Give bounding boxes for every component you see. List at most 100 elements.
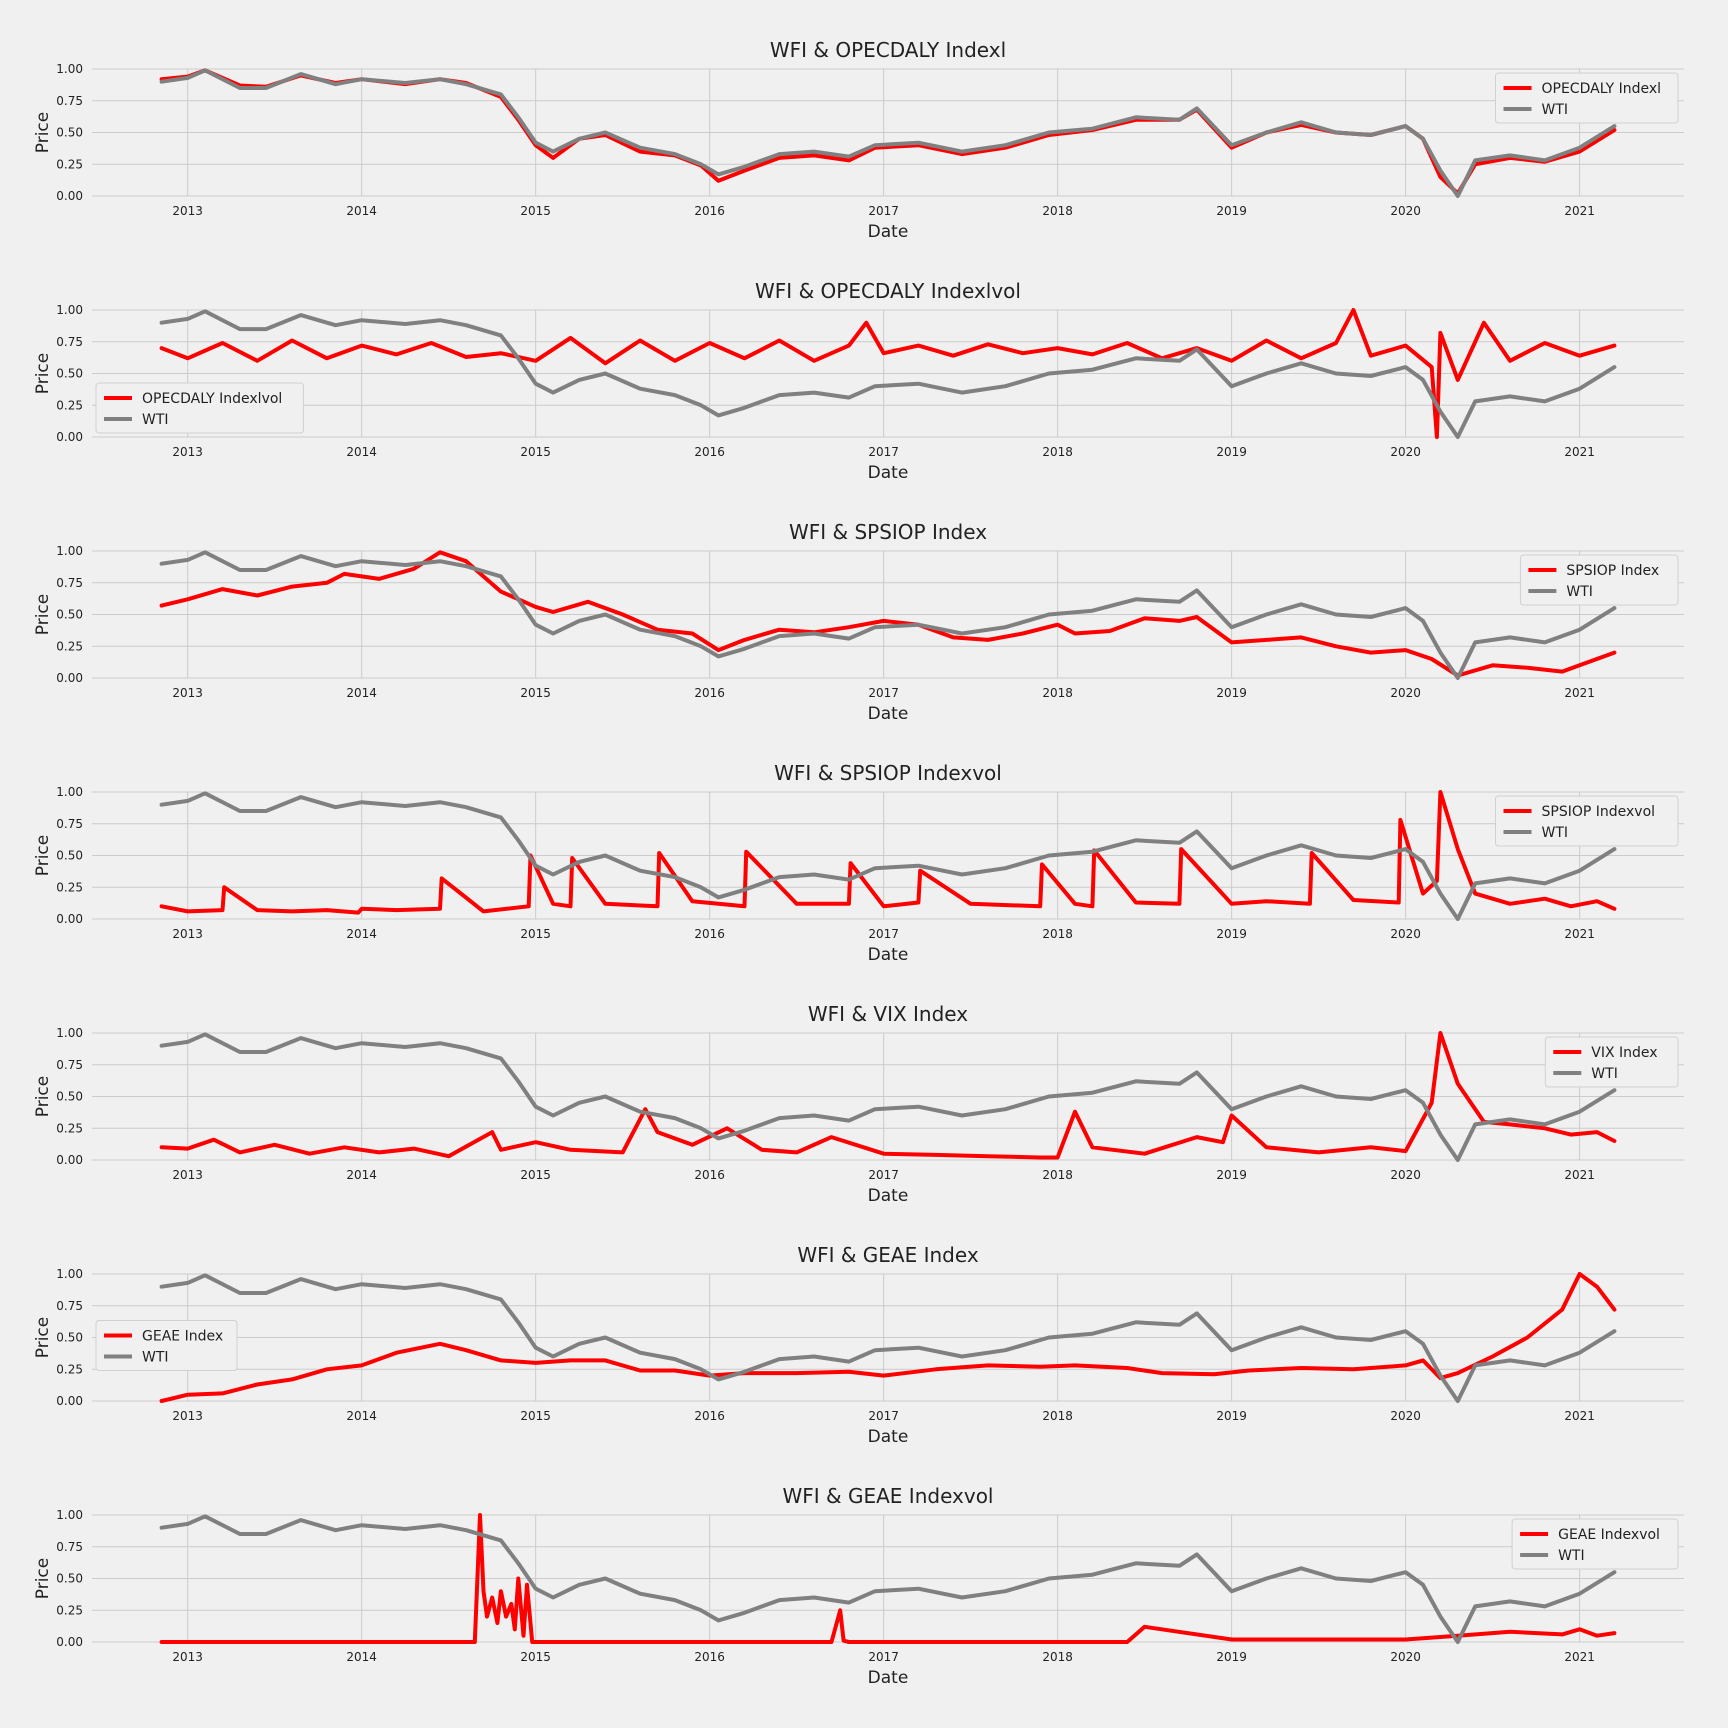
series-line-index [159, 308, 1617, 439]
x-tick-label: 2019 [1216, 1168, 1247, 1182]
y-tick-label: 1.00 [56, 1508, 83, 1522]
x-tick-label: 2013 [172, 445, 203, 459]
x-tick-label: 2021 [1564, 445, 1595, 459]
x-tick-label: 2015 [520, 204, 551, 218]
chart-panel-2: WFI & OPECDALY Indexlvol 0.00 0.25 0.50 0.75… [33, 279, 1684, 483]
y-tick-label: 0.75 [56, 1058, 83, 1072]
x-tick-label: 2017 [868, 1168, 899, 1182]
legend: GEAE Indexvol WTI [1511, 1518, 1679, 1570]
x-tick-label: 2018 [1042, 686, 1073, 700]
x-tick-label: 2016 [694, 686, 725, 700]
series-line-index [159, 1031, 1617, 1160]
y-tick-label: 0.75 [56, 94, 83, 108]
series-line-wti [159, 68, 1617, 198]
legend-label: VIX Index [1591, 1045, 1657, 1061]
legend: SPSIOP Indexvol WTI [1495, 795, 1679, 847]
x-tick-label: 2014 [346, 445, 377, 459]
x-tick-label: 2018 [1042, 1168, 1073, 1182]
y-axis-label: Price [33, 1076, 53, 1117]
x-tick-label: 2013 [172, 204, 203, 218]
chart-title: WFI & OPECDALY Indexlvol [755, 279, 1021, 303]
y-tick-label: 1.00 [56, 1267, 83, 1281]
x-tick-label: 2013 [172, 686, 203, 700]
chart-panel-7: WFI & GEAE Indexvol 0.00 0.25 0.50 0.75 1.00 2… [33, 1484, 1684, 1688]
x-tick-label: 2016 [694, 927, 725, 941]
series-line-index [159, 1272, 1617, 1403]
y-tick-label: 0.50 [56, 1572, 83, 1586]
chart-panel-1: WFI & OPECDALY Indexl 0.00 0.25 0.50 0.75 1.0… [33, 38, 1684, 242]
x-tick-label: 2019 [1216, 686, 1247, 700]
y-axis-label: Price [33, 835, 53, 876]
x-axis-label: Date [868, 1427, 909, 1447]
x-tick-label: 2019 [1216, 927, 1247, 941]
y-tick-label: 0.00 [56, 1394, 83, 1408]
y-tick-label: 1.00 [56, 785, 83, 799]
x-tick-label: 2019 [1216, 204, 1247, 218]
x-tick-label: 2019 [1216, 1650, 1247, 1664]
y-tick-label: 0.25 [56, 1121, 83, 1135]
chart-panel-5: WFI & VIX Index 0.00 0.25 0.50 0.75 1.00 2013 2… [33, 1002, 1684, 1206]
legend-label: WTI [142, 412, 169, 428]
y-tick-label: 0.00 [56, 430, 83, 444]
y-axis-label: Price [33, 1558, 53, 1599]
y-tick-label: 1.00 [56, 544, 83, 558]
chart-panel-4: WFI & SPSIOP Indexvol 0.00 0.25 0.50 0.75 1.0… [33, 761, 1684, 965]
y-tick-label: 0.25 [56, 398, 83, 412]
y-tick-label: 0.75 [56, 335, 83, 349]
x-tick-label: 2020 [1390, 1650, 1421, 1664]
x-tick-label: 2020 [1390, 1168, 1421, 1182]
x-tick-label: 2015 [520, 1409, 551, 1423]
y-axis-label: Price [33, 594, 53, 635]
y-tick-label: 0.00 [56, 912, 83, 926]
legend-box [1495, 795, 1679, 847]
series-line-wti [159, 309, 1617, 439]
x-tick-label: 2018 [1042, 1409, 1073, 1423]
x-axis-label: Date [868, 222, 909, 242]
series-line-wti [159, 1273, 1617, 1403]
legend-label: GEAE Indexvol [1558, 1527, 1660, 1543]
legend-label: WTI [1558, 1548, 1585, 1564]
x-tick-label: 2017 [868, 1409, 899, 1423]
x-axis-label: Date [868, 1186, 909, 1206]
x-tick-label: 2016 [694, 1650, 725, 1664]
x-tick-label: 2018 [1042, 204, 1073, 218]
series-line-wti [159, 550, 1617, 680]
x-tick-label: 2017 [868, 686, 899, 700]
y-tick-label: 0.50 [56, 126, 83, 140]
x-tick-label: 2018 [1042, 445, 1073, 459]
y-tick-label: 0.00 [56, 1153, 83, 1167]
x-tick-label: 2014 [346, 204, 377, 218]
x-tick-label: 2018 [1042, 1650, 1073, 1664]
y-tick-label: 0.50 [56, 1090, 83, 1104]
legend-label: SPSIOP Indexvol [1542, 804, 1656, 820]
x-tick-label: 2017 [868, 445, 899, 459]
x-tick-label: 2021 [1564, 927, 1595, 941]
chart-title: WFI & OPECDALY Indexl [770, 38, 1006, 62]
x-tick-label: 2020 [1390, 686, 1421, 700]
y-tick-label: 0.25 [56, 880, 83, 894]
y-axis-label: Price [33, 1317, 53, 1358]
x-tick-label: 2015 [520, 1168, 551, 1182]
y-tick-label: 0.50 [56, 367, 83, 381]
x-axis-label: Date [868, 463, 909, 483]
chart-title: WFI & VIX Index [808, 1002, 968, 1026]
legend: OPECDALY Indexl WTI [1495, 72, 1679, 124]
x-tick-label: 2013 [172, 1409, 203, 1423]
x-tick-label: 2017 [868, 927, 899, 941]
x-tick-label: 2015 [520, 927, 551, 941]
series-line-index [159, 1513, 1617, 1644]
legend-box [1519, 554, 1679, 606]
x-tick-label: 2014 [346, 1168, 377, 1182]
x-tick-label: 2016 [694, 445, 725, 459]
legend-label: OPECDALY Indexlvol [142, 391, 282, 407]
x-axis-label: Date [868, 704, 909, 724]
x-tick-label: 2015 [520, 1650, 551, 1664]
y-tick-label: 0.25 [56, 1603, 83, 1617]
chart-title: WFI & SPSIOP Indexvol [774, 761, 1002, 785]
y-tick-label: 0.75 [56, 1299, 83, 1313]
y-tick-label: 0.50 [56, 849, 83, 863]
x-tick-label: 2015 [520, 686, 551, 700]
y-axis-label: Price [33, 353, 53, 394]
chart-panel-3: WFI & SPSIOP Index 0.00 0.25 0.50 0.75 1.00 20… [33, 520, 1684, 724]
x-tick-label: 2020 [1390, 204, 1421, 218]
